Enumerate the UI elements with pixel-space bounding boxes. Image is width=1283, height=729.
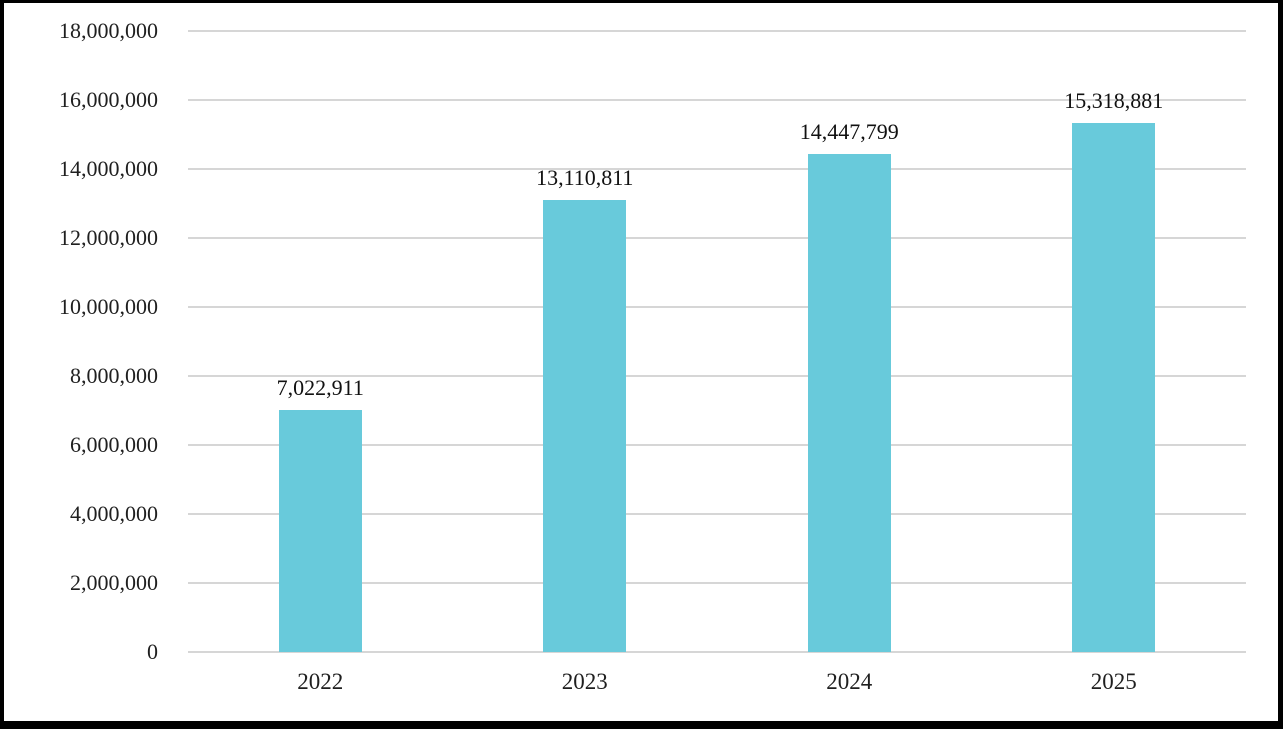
y-axis-tick-label: 2,000,000 xyxy=(70,570,158,595)
y-axis-tick-label: 6,000,000 xyxy=(70,432,158,457)
gridline xyxy=(188,168,1246,170)
plot-area: 0 2,000,000 4,000,000 6,000,000 8,000,000 10,… xyxy=(4,3,1278,721)
x-axis-line xyxy=(188,651,1246,653)
bar-2023 xyxy=(543,199,627,652)
x-axis-tick-label: 2022 xyxy=(297,669,344,694)
y-axis-tick-label: 16,000,000 xyxy=(59,87,158,112)
gridline xyxy=(188,513,1246,515)
y-axis-tick-label: 18,000,000 xyxy=(59,18,158,43)
bar-data-label: 13,110,811 xyxy=(536,164,634,190)
y-axis-tick-label: 4,000,000 xyxy=(70,501,158,526)
x-axis-tick-label: 2025 xyxy=(1090,669,1137,694)
y-axis-tick-label: 0 xyxy=(147,639,158,664)
x-axis-tick-label: 2023 xyxy=(561,669,608,694)
gridline xyxy=(188,99,1246,101)
bar-2024 xyxy=(807,153,891,652)
y-axis-tick-label: 14,000,000 xyxy=(59,156,158,181)
gridline xyxy=(188,237,1246,239)
bar-data-label: 7,022,911 xyxy=(276,374,364,400)
gridline xyxy=(188,30,1246,32)
y-axis-tick-label: 10,000,000 xyxy=(59,294,158,319)
gridline xyxy=(188,375,1246,377)
bar-2025 xyxy=(1072,123,1156,652)
bar-data-label: 15,318,881 xyxy=(1064,88,1164,114)
y-axis-tick-label: 8,000,000 xyxy=(70,363,158,388)
gridline xyxy=(188,306,1246,308)
x-axis-tick-label: 2024 xyxy=(826,669,873,694)
gridline xyxy=(188,582,1246,584)
y-axis-tick-label: 12,000,000 xyxy=(59,225,158,250)
bar-data-label: 14,447,799 xyxy=(799,118,899,144)
gridline xyxy=(188,444,1246,446)
bar-2022 xyxy=(278,409,362,652)
